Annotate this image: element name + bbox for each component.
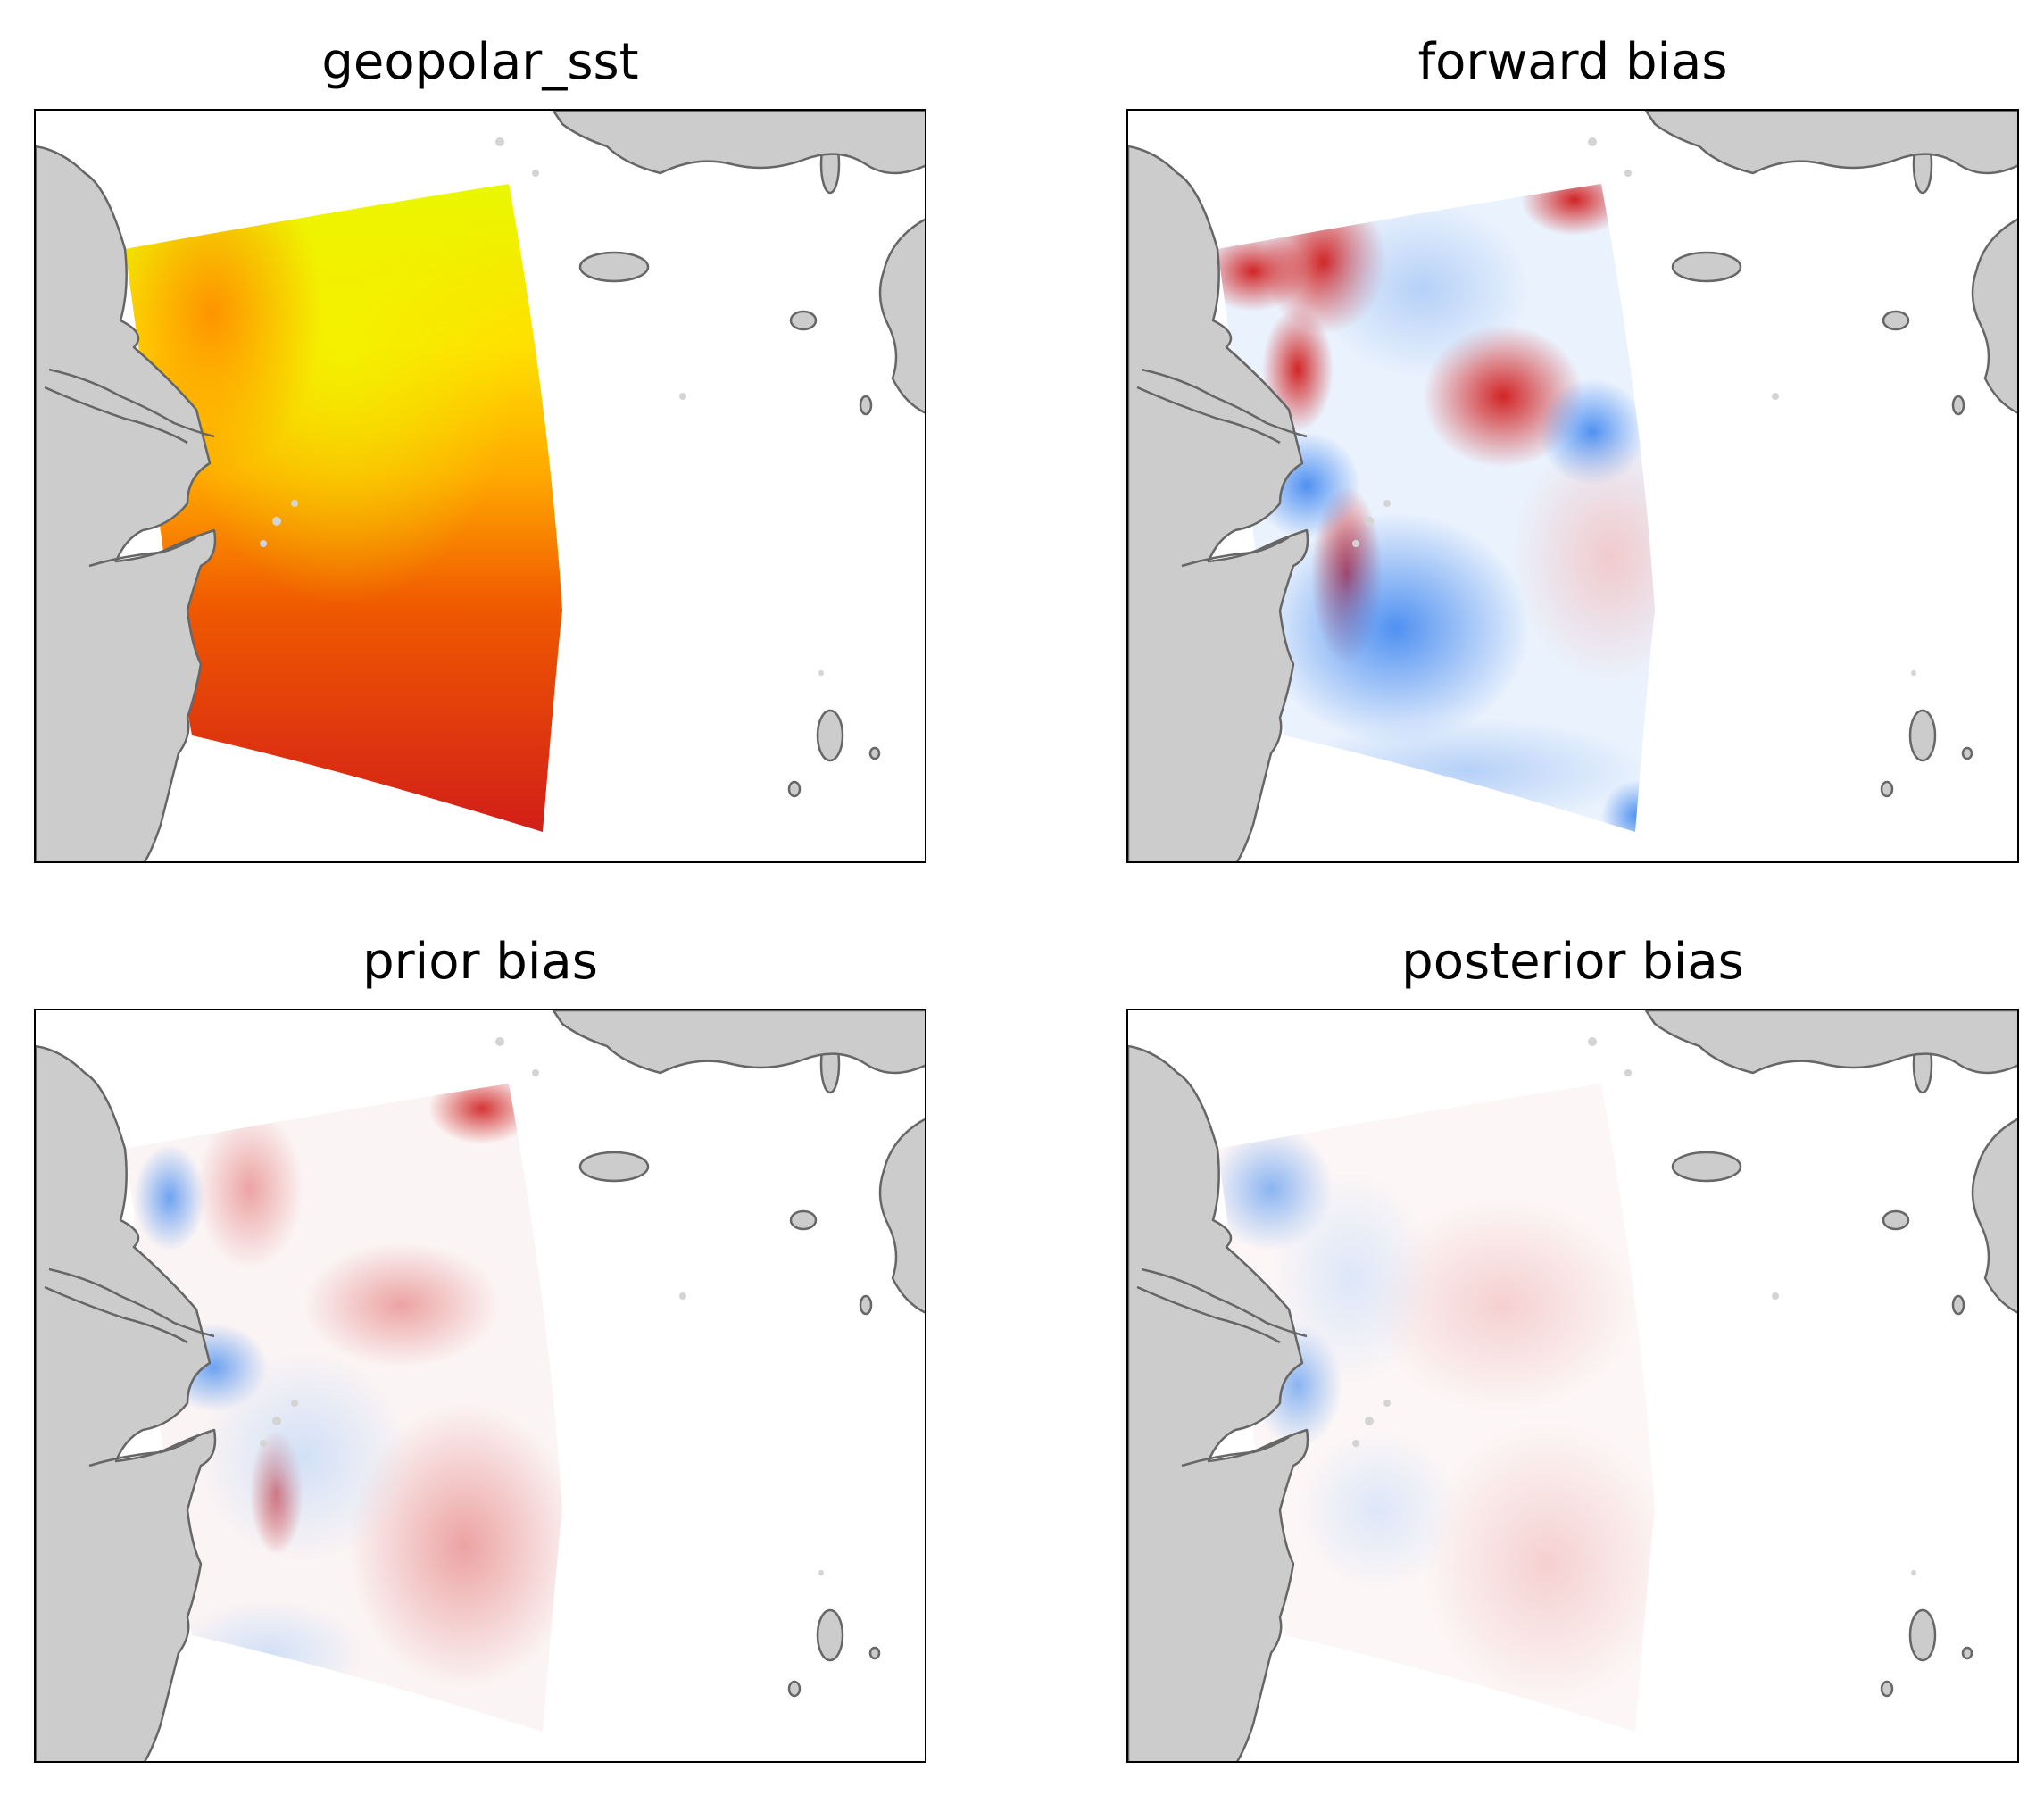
islands [260,111,925,798]
land-mainland [36,1044,217,1761]
map-panel-prior-bias [34,1009,926,1763]
islands [260,1010,925,1698]
map-svg-geopolar-sst [36,111,925,861]
land-mainland [1128,1044,1309,1761]
panel-title-prior-bias: prior bias [362,933,598,991]
data-swath [1217,184,1655,832]
land-mainland [36,145,217,861]
land-mainland [1128,145,1309,861]
map-svg-posterior-bias [1128,1010,2017,1761]
map-svg-prior-bias [36,1010,925,1761]
data-swath [125,1084,562,1732]
map-svg-forward-bias [1128,111,2017,861]
islands [1352,1010,2017,1698]
islands [1352,111,2017,798]
data-swath [125,184,562,832]
panel-title-posterior-bias: posterior bias [1401,933,1744,991]
panel-title-geopolar-sst: geopolar_sst [321,33,639,91]
map-panel-posterior-bias [1126,1009,2019,1763]
map-panel-forward-bias [1126,109,2019,863]
data-swath [1217,1084,1655,1732]
panel-title-forward-bias: forward bias [1417,33,1728,91]
map-panel-geopolar-sst [34,109,926,863]
